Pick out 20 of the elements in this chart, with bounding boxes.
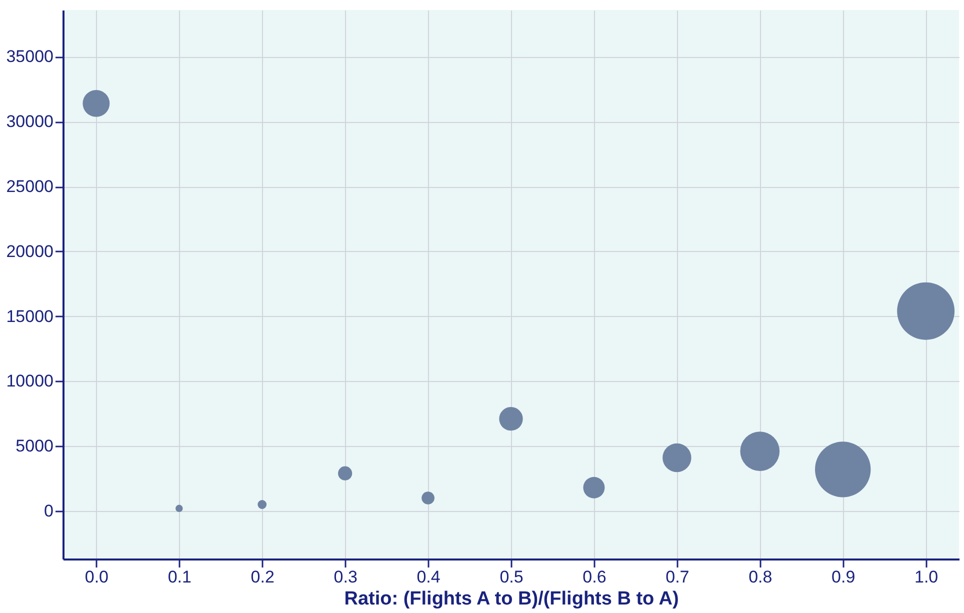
- x-tick-label: 1.0: [914, 568, 938, 586]
- y-tick-label: 5000: [16, 436, 54, 456]
- y-tick-label: 25000: [6, 177, 54, 196]
- x-axis-title: Ratio: (Flights A to B)/(Flights B to A): [344, 588, 679, 610]
- x-tick-label: 0.8: [748, 568, 772, 586]
- x-tick-label: 0.3: [334, 568, 358, 586]
- x-tick-label: 0.2: [250, 568, 274, 586]
- x-tick-label: 0.1: [168, 568, 192, 586]
- y-tick-label: 20000: [6, 242, 54, 261]
- y-tick-label: 15000: [6, 306, 54, 326]
- x-tick-label: 0.6: [582, 568, 606, 586]
- x-tick-label: 0.7: [666, 568, 690, 586]
- x-tick-label: 0.9: [832, 568, 856, 586]
- x-tick-label: 0.0: [84, 568, 109, 586]
- x-tick-label: 0.4: [416, 568, 440, 586]
- y-tick-label: 30000: [6, 112, 54, 132]
- x-tick-label: 0.5: [500, 568, 524, 586]
- y-tick-label: 10000: [6, 372, 54, 391]
- y-tick-label: 35000: [6, 47, 54, 66]
- y-tick-label: 0: [44, 501, 54, 520]
